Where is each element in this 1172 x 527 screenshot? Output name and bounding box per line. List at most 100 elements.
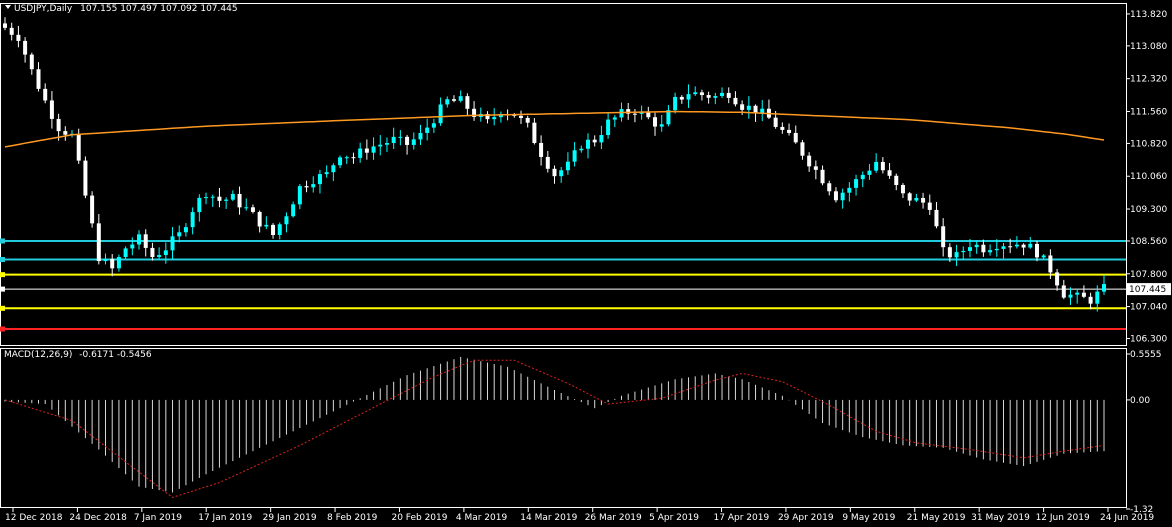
candle-body	[954, 252, 959, 258]
candle-body	[83, 160, 88, 196]
candle-body	[726, 92, 731, 98]
candle-body	[753, 105, 758, 114]
candle-body	[686, 94, 691, 100]
candle-body	[110, 258, 115, 269]
candle-body	[36, 69, 41, 89]
chart-menu-icon[interactable]	[5, 5, 11, 9]
candle-body	[800, 142, 805, 156]
candle-body	[1001, 246, 1006, 249]
candle-body	[29, 54, 34, 70]
candle-body	[673, 96, 678, 111]
candle-body	[1041, 255, 1046, 258]
candle-body	[706, 95, 711, 98]
price-tick-label: 107.800	[1130, 270, 1167, 280]
candle-body	[271, 224, 276, 235]
candle-body	[425, 127, 430, 133]
date-tick-label: 12 Dec 2018	[5, 513, 63, 523]
candle-body	[914, 197, 919, 201]
candle-body	[331, 165, 336, 173]
date-tick-label: 5 Apr 2019	[649, 513, 699, 523]
candle-body	[244, 207, 249, 209]
candle-body	[632, 113, 637, 115]
candle-body	[177, 232, 182, 237]
date-tick-label: 24 Dec 2018	[69, 513, 127, 523]
candle-body	[56, 118, 61, 132]
candle-body	[3, 23, 7, 28]
candle-body	[197, 197, 202, 213]
candle-body	[760, 108, 765, 114]
date-tick-label: 17 Apr 2019	[714, 513, 770, 523]
candle-body	[123, 248, 128, 258]
candle-body	[344, 157, 349, 159]
candle-body	[230, 193, 235, 200]
candle-body	[49, 100, 54, 119]
symbol-timeframe: USDJPY,Daily	[14, 4, 73, 14]
candle-body	[880, 161, 885, 171]
candle-body	[472, 108, 477, 117]
candle-body	[921, 197, 926, 203]
date-tick-label: 9 May 2019	[842, 513, 895, 523]
macd-tick-label: 0.00	[1130, 396, 1150, 406]
candle-body	[532, 122, 537, 143]
date-tick-label: 12 Jun 2019	[1036, 513, 1090, 523]
candle-body	[1008, 246, 1013, 248]
candle-body	[364, 148, 369, 153]
candle-body	[653, 117, 658, 127]
date-tick-label: 29 Jan 2019	[263, 513, 317, 523]
price-panel-frame	[0, 3, 1127, 346]
candle-body	[9, 27, 14, 35]
candle-body	[720, 92, 725, 97]
macd-values: -0.6171 -0.5456	[79, 350, 152, 360]
candle-body	[304, 186, 309, 188]
price-tick-label: 109.300	[1130, 205, 1167, 215]
candle-body	[539, 142, 544, 157]
candle-body	[1075, 292, 1080, 295]
date-tick-label: 17 Jan 2019	[198, 513, 252, 523]
candle-body	[606, 119, 611, 136]
candle-body	[974, 244, 979, 248]
candle-body	[1081, 292, 1086, 297]
candle-body	[679, 96, 684, 100]
date-tick-label: 4 Mar 2019	[456, 513, 508, 523]
candle-body	[1048, 255, 1053, 273]
candle-body	[847, 187, 852, 193]
candle-body	[116, 257, 121, 269]
candle-body	[612, 117, 617, 120]
candle-body	[1034, 243, 1039, 258]
candle-body	[1095, 291, 1100, 304]
candle-body	[599, 135, 604, 143]
candle-body	[311, 184, 316, 188]
candle-body	[867, 170, 872, 175]
candle-body	[659, 124, 664, 127]
macd-panel-frame	[0, 348, 1127, 508]
candle-body	[934, 209, 939, 227]
candle-body	[257, 211, 262, 227]
level-marker	[0, 238, 5, 244]
chart-title: USDJPY,Daily 107.155 107.497 107.092 107…	[14, 4, 238, 14]
candle-body	[183, 227, 188, 233]
moving-average-line	[4, 110, 1105, 148]
candle-body	[740, 104, 745, 110]
candle-body	[907, 193, 912, 201]
candle-body	[854, 179, 859, 188]
candle-body	[994, 248, 999, 251]
candle-body	[438, 104, 443, 124]
level-marker	[0, 257, 5, 263]
date-tick-label: 7 Jan 2019	[134, 513, 182, 523]
candle-body	[90, 195, 95, 224]
candle-body	[713, 96, 718, 98]
current-price-label: 107.445	[1129, 285, 1166, 295]
candle-body	[143, 234, 148, 248]
candle-body	[291, 204, 296, 217]
candle-body	[16, 34, 21, 41]
ohlc-values: 107.155 107.497 107.092 107.445	[80, 4, 237, 14]
candle-body	[465, 96, 470, 109]
candle-body	[371, 146, 376, 153]
candle-body	[579, 148, 584, 151]
candle-body	[317, 174, 322, 185]
candle-body	[820, 169, 825, 184]
candle-body	[224, 199, 229, 201]
candle-body	[1021, 244, 1026, 248]
candle-body	[23, 40, 28, 55]
candle-body	[592, 139, 597, 143]
